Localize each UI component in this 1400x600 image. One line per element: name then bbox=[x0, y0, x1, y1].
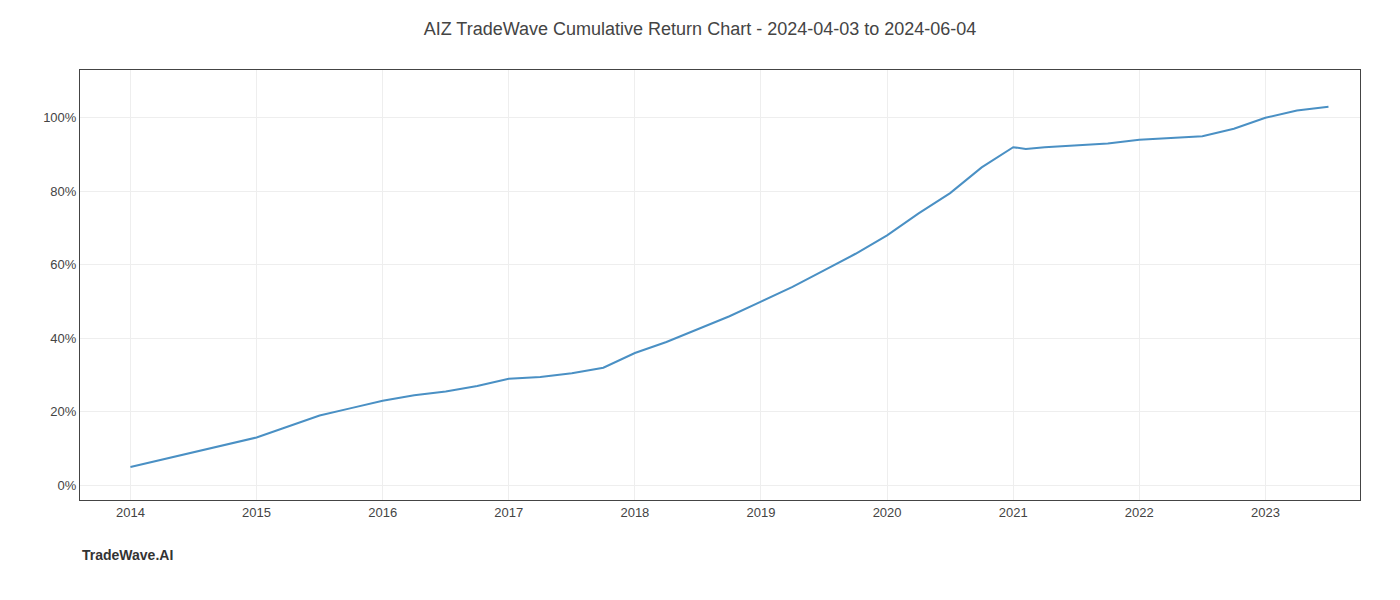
svg-text:2014: 2014 bbox=[116, 505, 145, 520]
svg-text:2021: 2021 bbox=[999, 505, 1028, 520]
svg-text:2020: 2020 bbox=[873, 505, 902, 520]
svg-text:0%: 0% bbox=[58, 478, 77, 493]
svg-text:2016: 2016 bbox=[368, 505, 397, 520]
svg-text:100%: 100% bbox=[43, 110, 77, 125]
svg-text:2023: 2023 bbox=[1251, 505, 1280, 520]
svg-text:2019: 2019 bbox=[747, 505, 776, 520]
svg-text:2022: 2022 bbox=[1125, 505, 1154, 520]
svg-text:20%: 20% bbox=[50, 404, 76, 419]
svg-text:AIZ TradeWave Cumulative Retur: AIZ TradeWave Cumulative Return Chart - … bbox=[424, 19, 977, 39]
svg-text:60%: 60% bbox=[50, 257, 76, 272]
svg-text:80%: 80% bbox=[50, 184, 76, 199]
svg-text:40%: 40% bbox=[50, 331, 76, 346]
svg-text:2017: 2017 bbox=[494, 505, 523, 520]
svg-text:2015: 2015 bbox=[242, 505, 271, 520]
svg-text:2018: 2018 bbox=[620, 505, 649, 520]
svg-text:TradeWave.AI: TradeWave.AI bbox=[82, 547, 173, 563]
